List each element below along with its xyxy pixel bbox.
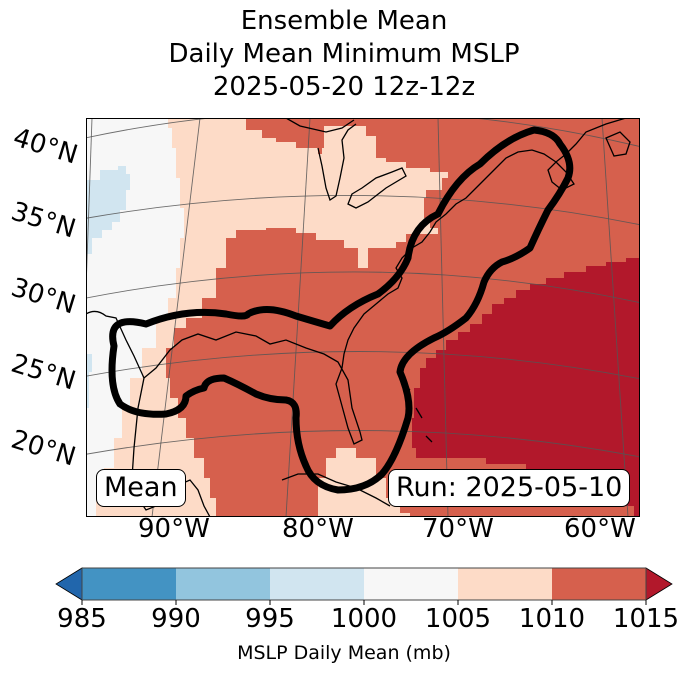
parallel-30n bbox=[86, 271, 640, 304]
great-lakes-superior bbox=[285, 118, 355, 133]
title-line-1: Ensemble Mean bbox=[240, 6, 448, 36]
coastline-gulf-us bbox=[86, 118, 627, 445]
colorbar-tick-label: 985 bbox=[57, 604, 107, 634]
coastline-cuba bbox=[281, 473, 391, 507]
colorbar-extend-over bbox=[645, 567, 673, 601]
title-line-2: Daily Mean Minimum MSLP bbox=[168, 39, 520, 69]
field-region-995-1000 bbox=[86, 166, 130, 254]
map-frame bbox=[86, 118, 640, 517]
colorbar bbox=[55, 567, 673, 605]
colorbar-label: MSLP Daily Mean (mb) bbox=[237, 642, 451, 664]
colorbar-segment-1005-1010 bbox=[458, 568, 553, 600]
parallel-20n bbox=[86, 430, 640, 458]
meridian-70w bbox=[437, 118, 449, 517]
contour-outline bbox=[108, 126, 574, 494]
map-plot-area bbox=[86, 118, 640, 517]
meridian-60w bbox=[601, 118, 629, 517]
lon-tick-label: 60°W bbox=[564, 514, 636, 544]
graticule bbox=[86, 118, 640, 517]
lon-tick-label: 80°W bbox=[282, 514, 354, 544]
great-lakes-michigan bbox=[317, 123, 357, 202]
title-line-3: 2025-05-20 12z-12z bbox=[212, 72, 476, 102]
parallel-40n bbox=[86, 118, 640, 148]
meridian-95w bbox=[86, 118, 93, 302]
colorbar-segment-1010-1015 bbox=[552, 568, 647, 600]
parallel-25n bbox=[86, 351, 640, 380]
coastline-newfoundland bbox=[605, 131, 631, 157]
great-lakes-huron-erie bbox=[347, 167, 407, 209]
colorbar-extend-under bbox=[55, 567, 83, 601]
colorbar-segment-985-990 bbox=[82, 568, 177, 600]
field-region-over-1015 bbox=[412, 258, 640, 517]
mean-annotation-box: Mean bbox=[96, 469, 186, 507]
lat-tick-label: 40°N bbox=[9, 122, 82, 171]
map-panel: Mean Run: 2025-05-10 bbox=[86, 118, 640, 517]
colorbar-tick-label: 995 bbox=[245, 604, 295, 634]
colorbar-segment-995-1000 bbox=[270, 568, 365, 600]
lon-tick-label: 90°W bbox=[138, 514, 210, 544]
colorbar-tick-label: 1005 bbox=[424, 604, 492, 634]
colorbar-tick-label: 1015 bbox=[612, 604, 680, 634]
colorbar-tick-label: 1010 bbox=[518, 604, 586, 634]
lat-tick-label: 20°N bbox=[7, 424, 80, 473]
lat-tick-label: 35°N bbox=[7, 196, 80, 245]
field-region-995-1000 bbox=[86, 354, 92, 408]
lon-tick-label: 70°W bbox=[422, 514, 494, 544]
run-date-annotation-box: Run: 2025-05-10 bbox=[388, 469, 631, 507]
parallel-35n bbox=[86, 194, 640, 226]
lat-tick-label: 30°N bbox=[7, 272, 80, 321]
colorbar-segment-1000-1005 bbox=[364, 568, 459, 600]
colorbar-tick-label: 1000 bbox=[330, 604, 398, 634]
field-region-1005-1010 bbox=[316, 126, 438, 268]
lat-tick-label: 25°N bbox=[7, 348, 80, 397]
colorbar-tick-label: 990 bbox=[151, 604, 201, 634]
colorbar-segment-990-995 bbox=[176, 568, 271, 600]
